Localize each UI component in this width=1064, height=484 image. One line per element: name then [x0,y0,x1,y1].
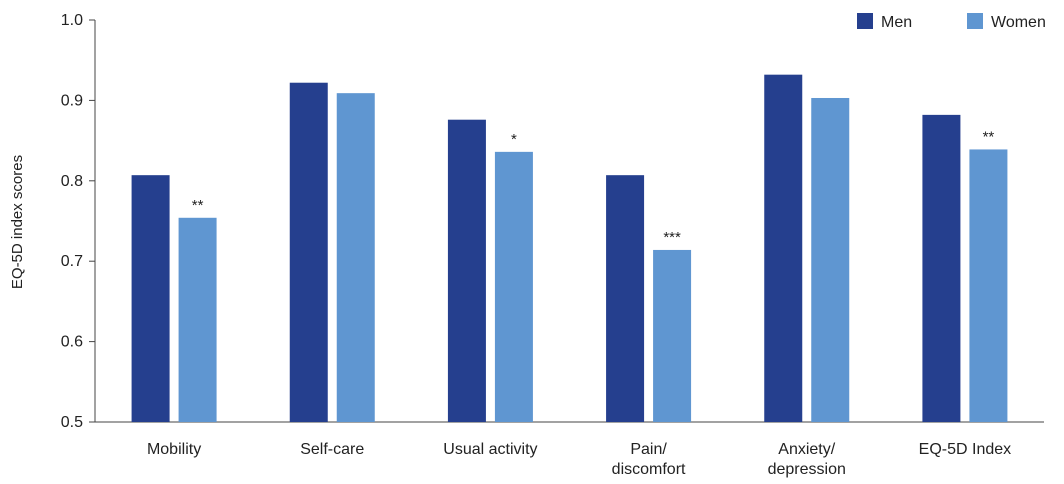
y-tick-label: 1.0 [61,12,83,29]
significance-marker: ** [192,197,204,214]
axes [94,20,1044,423]
x-tick-label: Self-care [300,441,364,458]
bar-women [178,217,217,422]
y-tick-label: 0.7 [61,253,83,270]
bar-men [447,119,486,423]
x-tick-label: Anxiety/ [778,441,835,458]
bar-men [764,74,803,422]
legend-swatch-women [967,13,983,29]
x-tick-label: EQ-5D Index [919,441,1011,458]
bars [131,74,1008,423]
x-tick-label: Mobility [147,441,201,458]
bar-women [969,149,1008,422]
legend-swatch-men [857,13,873,29]
bar-men [922,114,961,422]
bar-women [811,97,850,422]
x-tick-label: Pain/ [630,441,667,458]
legend-label-men: Men [881,14,912,31]
significance-marker: ** [983,128,995,145]
legend-label-women: Women [991,14,1046,31]
x-tick-label: Usual activity [443,441,537,458]
x-tick-label: depression [768,461,846,478]
y-tick-label: 0.6 [61,334,83,351]
bar-women [336,93,375,422]
bar-women [653,249,692,422]
y-axis-title: EQ-5D index scores [9,155,26,289]
significance-marker: * [511,131,517,148]
bar-men [289,82,328,422]
y-tick-label: 0.8 [61,173,83,190]
significance-annotations: ******** [192,128,995,246]
bar-men [131,175,170,422]
y-tick-label: 0.5 [61,414,83,431]
x-tick-label: discomfort [612,461,686,478]
x-tick-labels: Mobility Self-care Usual activity Pain/disc… [147,441,1011,478]
bar-men [606,175,645,422]
y-ticks: 0.5 0.6 0.7 0.8 0.9 1.0 [61,12,95,431]
legend: Men Women [857,13,1046,31]
significance-marker: *** [663,229,681,246]
y-tick-label: 0.9 [61,92,83,109]
bar-women [494,151,533,422]
